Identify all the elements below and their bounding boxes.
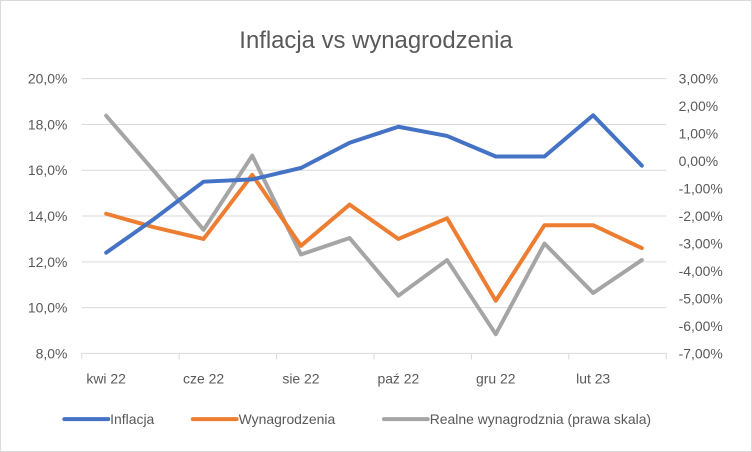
left-axis: 8,0% 10,0% 12,0% 14,0% 16,0% 18,0% 20,0% bbox=[28, 71, 67, 362]
right-tick-label: -7,00% bbox=[679, 345, 723, 361]
series-lines bbox=[104, 113, 644, 337]
right-tick-label: 0,00% bbox=[679, 153, 718, 169]
left-tick-label: 16,0% bbox=[28, 162, 67, 178]
right-tick-label: 3,00% bbox=[679, 71, 718, 87]
series-line-2 bbox=[104, 172, 644, 303]
left-tick-label: 14,0% bbox=[28, 208, 67, 224]
x-tick-label: sie 22 bbox=[282, 370, 319, 386]
right-tick-label: -6,00% bbox=[679, 318, 723, 334]
series-line-3 bbox=[104, 113, 644, 337]
right-tick-label: -5,00% bbox=[679, 290, 723, 306]
right-tick-label: -3,00% bbox=[679, 236, 723, 252]
legend-label: Inflacja bbox=[110, 411, 154, 427]
x-tick-label: kwi 22 bbox=[86, 370, 126, 386]
chart-title: Inflacja vs wynagrodzenia bbox=[239, 27, 513, 54]
right-axis: -7,00% -6,00% -5,00% -4,00% -3,00% -2,00% -1,0… bbox=[679, 71, 723, 362]
x-tick-label: lut 23 bbox=[576, 370, 610, 386]
left-tick-label: 18,0% bbox=[28, 116, 67, 132]
x-tick-label: cze 22 bbox=[183, 370, 224, 386]
left-tick-label: 12,0% bbox=[28, 254, 67, 270]
legend-label: Wynagrodzenia bbox=[239, 411, 336, 427]
x-axis: kwi 22 cze 22 sie 22 paź 22 gru 22 lut 23 bbox=[81, 352, 667, 386]
left-tick-label: 10,0% bbox=[28, 300, 67, 316]
x-tick-label: paź 22 bbox=[377, 370, 419, 386]
left-tick-label: 20,0% bbox=[28, 71, 67, 87]
legend: Inflacja Wynagrodzenia Realne wynagrodznia… bbox=[62, 411, 651, 427]
right-tick-label: -2,00% bbox=[679, 208, 723, 224]
right-tick-label: -1,00% bbox=[679, 181, 723, 197]
x-tick-label: gru 22 bbox=[476, 370, 516, 386]
right-tick-label: -4,00% bbox=[679, 263, 723, 279]
right-tick-label: 2,00% bbox=[679, 98, 718, 114]
gridlines bbox=[81, 78, 667, 309]
series-line-1 bbox=[104, 113, 644, 255]
left-tick-label: 8,0% bbox=[36, 345, 68, 361]
right-tick-label: 1,00% bbox=[679, 126, 718, 142]
legend-label: Realne wynagrodznia (prawa skala) bbox=[430, 411, 651, 427]
